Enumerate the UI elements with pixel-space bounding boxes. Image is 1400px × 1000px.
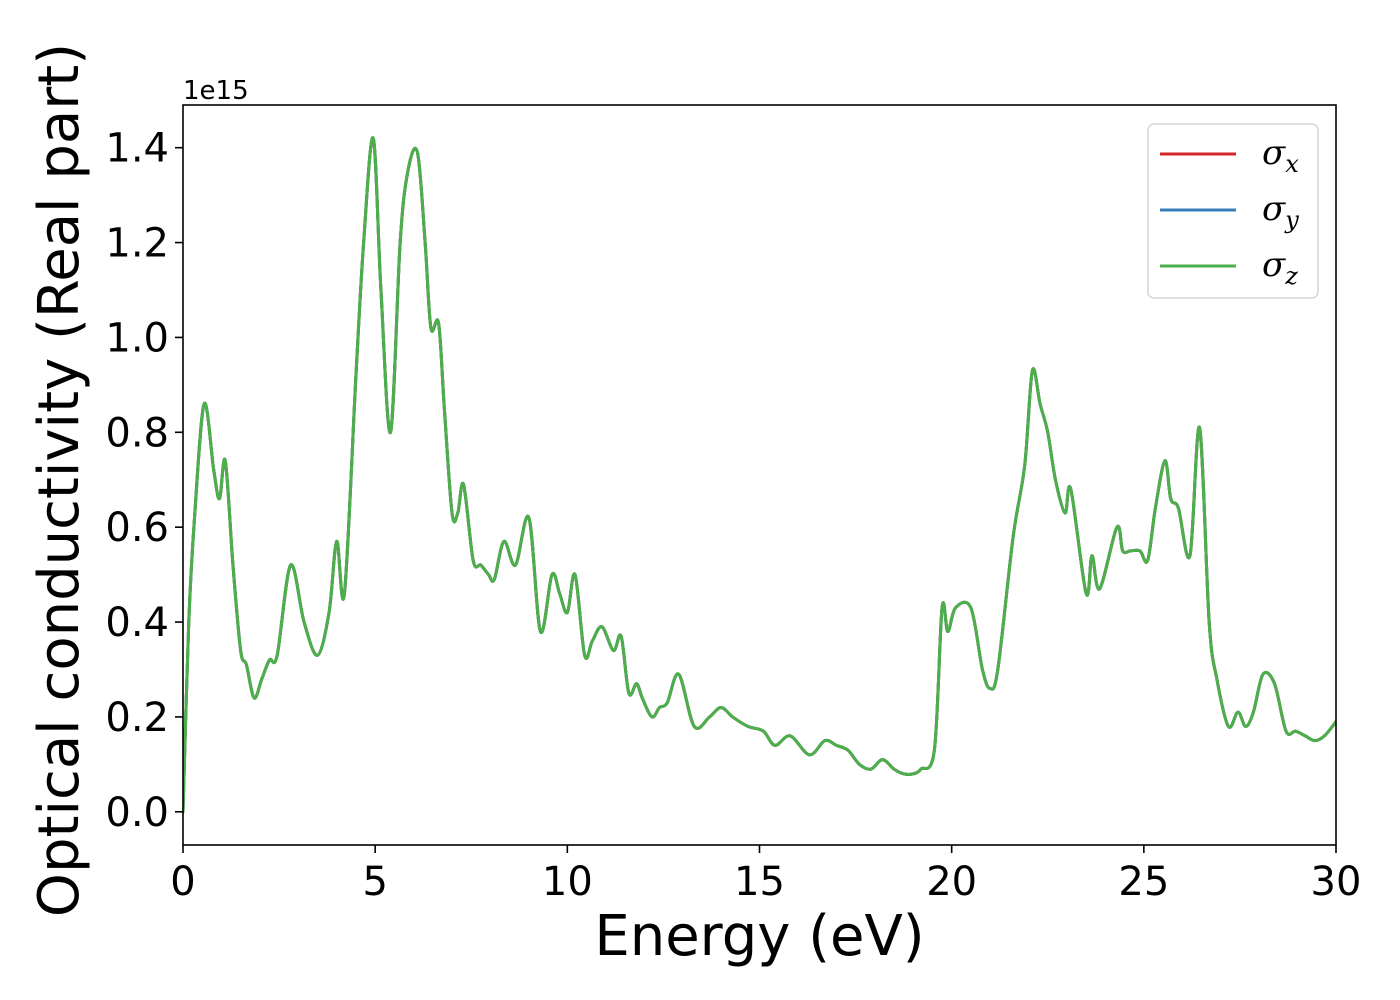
- legend-label: σz: [1262, 245, 1298, 290]
- y-axis-title: Optical conductivity (Real part): [27, 43, 92, 917]
- legend: σx σy σz: [1147, 123, 1319, 299]
- x-tick-label: 5: [362, 859, 387, 905]
- y-offset-label: 1e15: [183, 76, 249, 106]
- series-layer: [183, 136, 1336, 814]
- x-tick-label: 20: [926, 859, 977, 905]
- x-tick-label: 30: [1311, 859, 1362, 905]
- x-tick-label: 10: [542, 859, 593, 905]
- y-tick-label: 0.2: [105, 695, 169, 741]
- x-axis-ticks: 0 5 10 15 20 25 30: [170, 845, 1361, 905]
- y-tick-label: 1.0: [105, 315, 169, 361]
- y-tick-label: 0.8: [105, 410, 169, 456]
- x-tick-label: 0: [170, 859, 195, 905]
- x-axis-title: Energy (eV): [594, 904, 924, 969]
- y-tick-label: 0.4: [105, 600, 169, 646]
- legend-label: σy: [1262, 189, 1299, 234]
- y-tick-label: 0.6: [105, 505, 169, 551]
- y-tick-label: 1.4: [105, 126, 169, 172]
- series-line-sigma-z: [183, 136, 1336, 814]
- y-tick-label: 1.2: [105, 221, 169, 267]
- x-tick-label: 15: [734, 859, 785, 905]
- y-tick-label: 0.0: [105, 790, 169, 836]
- legend-label: σx: [1262, 133, 1299, 178]
- y-axis-ticks: 0.0 0.2 0.4 0.6 0.8 1.0 1.2 1.4: [105, 126, 183, 836]
- x-tick-label: 25: [1118, 859, 1169, 905]
